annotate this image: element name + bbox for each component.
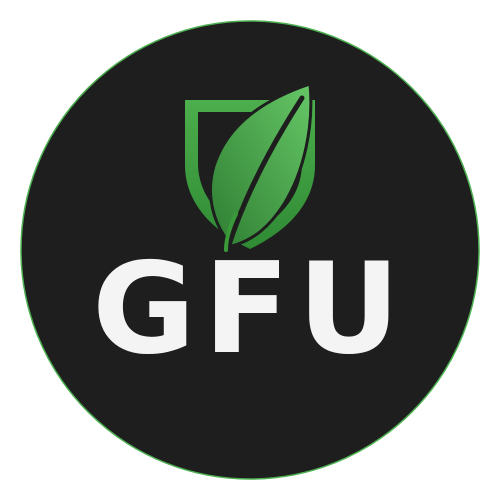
- brand-wordmark: GFU: [92, 235, 408, 382]
- badge-circle: [20, 20, 480, 480]
- leaf-icon: [209, 81, 313, 252]
